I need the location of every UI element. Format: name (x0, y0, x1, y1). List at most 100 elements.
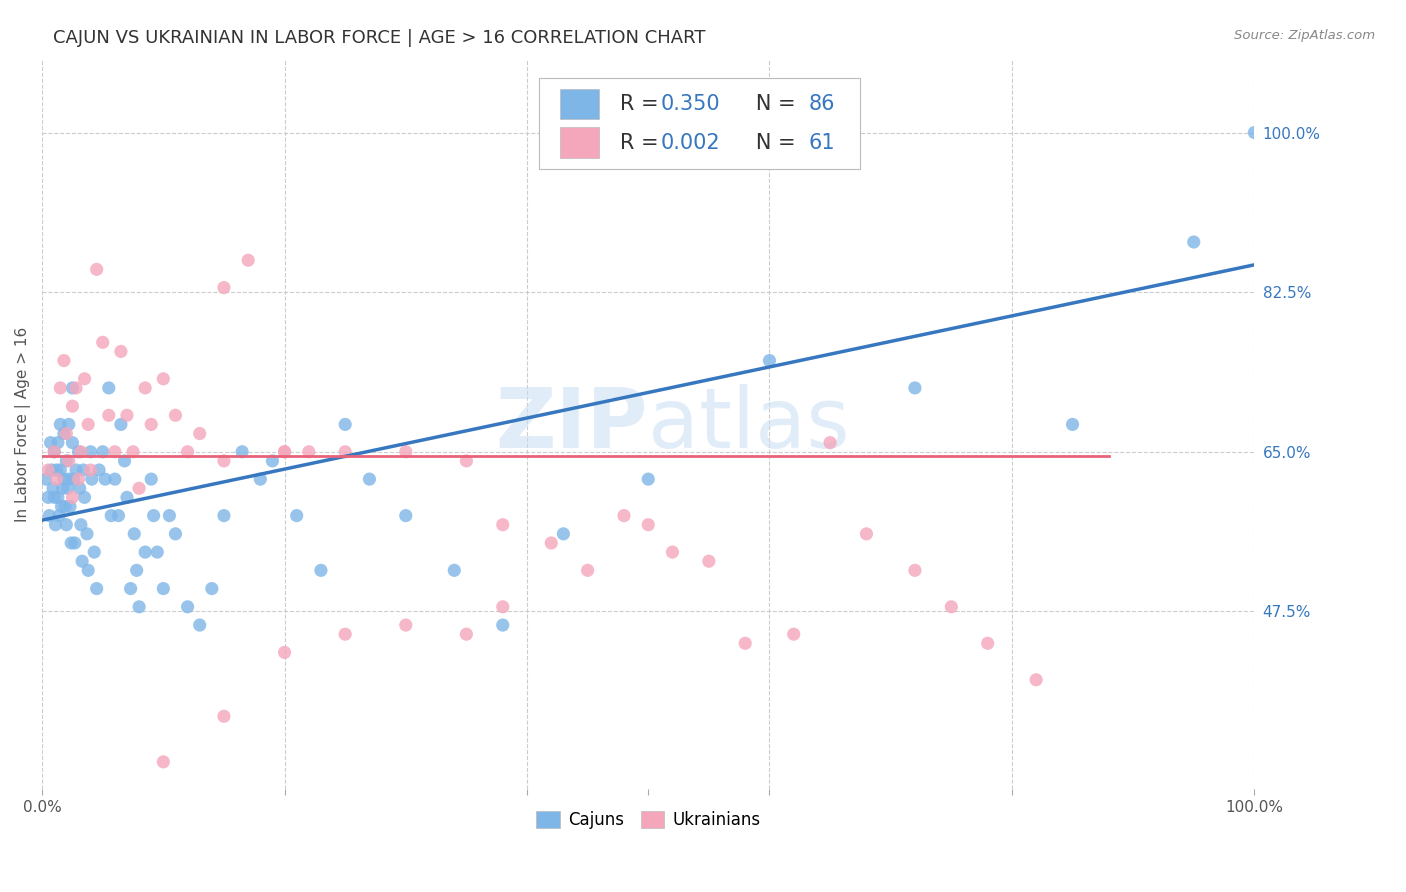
Point (52, 472, 75, 486)
Text: N =: N = (735, 133, 801, 153)
Point (56, 481, 79, 495)
Point (904, 563, 927, 577)
Point (44, 444, 66, 458)
Text: atlas: atlas (648, 384, 851, 465)
Point (44, 491, 66, 505)
Point (70, 554, 93, 568)
Text: 86: 86 (808, 95, 835, 114)
Point (110, 344, 132, 359)
Y-axis label: In Labor Force | Age > 16: In Labor Force | Age > 16 (15, 326, 31, 522)
Point (52, 481, 75, 495)
Point (35, 472, 58, 486)
Point (114, 454, 136, 468)
Point (83, 545, 105, 559)
Point (39, 435, 62, 450)
Point (201, 582, 224, 596)
Point (152, 755, 174, 769)
Text: CAJUN VS UKRAINIAN IN LABOR FORCE | AGE > 16 CORRELATION CHART: CAJUN VS UKRAINIAN IN LABOR FORCE | AGE … (53, 29, 706, 46)
Point (298, 444, 321, 458)
Point (335, 627, 357, 641)
Point (122, 444, 145, 458)
Point (273, 444, 295, 458)
Point (540, 536, 562, 550)
Point (157, 508, 180, 523)
Point (134, 381, 156, 395)
Point (637, 472, 659, 486)
Point (134, 545, 156, 559)
Point (128, 481, 150, 495)
Point (53, 500, 76, 514)
Point (86, 582, 108, 596)
Point (73, 372, 96, 386)
Point (273, 444, 295, 458)
Point (70, 517, 93, 532)
Point (55, 426, 77, 441)
Point (142, 508, 165, 523)
Point (904, 381, 927, 395)
Point (51, 500, 73, 514)
Point (73, 491, 96, 505)
Point (69, 481, 91, 495)
Text: R =: R = (620, 95, 665, 114)
Point (1243, 126, 1265, 140)
Point (941, 599, 963, 614)
Point (456, 454, 478, 468)
Point (238, 253, 260, 268)
Point (104, 444, 127, 458)
Point (758, 353, 780, 368)
Point (49, 381, 72, 395)
Point (335, 444, 357, 458)
Point (152, 372, 174, 386)
Point (309, 563, 332, 577)
Point (125, 563, 148, 577)
Point (576, 563, 599, 577)
Point (77, 563, 100, 577)
Point (79, 463, 101, 477)
Point (58, 417, 80, 432)
Point (86, 262, 108, 277)
Point (76, 526, 98, 541)
Point (58, 472, 80, 486)
Point (1062, 417, 1084, 432)
Point (110, 417, 132, 432)
Point (79, 444, 101, 458)
Point (38, 508, 60, 523)
Point (94, 472, 117, 486)
Point (456, 627, 478, 641)
Point (45, 463, 67, 477)
Point (80, 472, 103, 486)
Text: N =: N = (735, 95, 801, 114)
Point (52, 426, 75, 441)
Point (285, 508, 308, 523)
Text: 0.350: 0.350 (661, 95, 720, 114)
Point (91, 335, 114, 350)
Point (146, 545, 169, 559)
Point (152, 582, 174, 596)
Point (42, 481, 65, 495)
FancyBboxPatch shape (538, 78, 860, 169)
Text: ZIP: ZIP (496, 384, 648, 465)
Point (63, 536, 86, 550)
Point (91, 444, 114, 458)
Point (49, 463, 72, 477)
Point (231, 444, 253, 458)
Point (41, 463, 63, 477)
Point (100, 508, 122, 523)
Point (492, 517, 515, 532)
Point (637, 517, 659, 532)
Point (165, 409, 187, 423)
Point (37, 491, 59, 505)
Point (45, 472, 67, 486)
Point (188, 618, 211, 632)
Point (87, 463, 110, 477)
Point (613, 508, 636, 523)
Point (141, 417, 163, 432)
Point (62, 381, 84, 395)
Point (65, 463, 87, 477)
Point (62, 435, 84, 450)
Point (492, 618, 515, 632)
Point (212, 709, 235, 723)
Point (46, 435, 69, 450)
Point (395, 618, 418, 632)
FancyBboxPatch shape (560, 89, 599, 120)
